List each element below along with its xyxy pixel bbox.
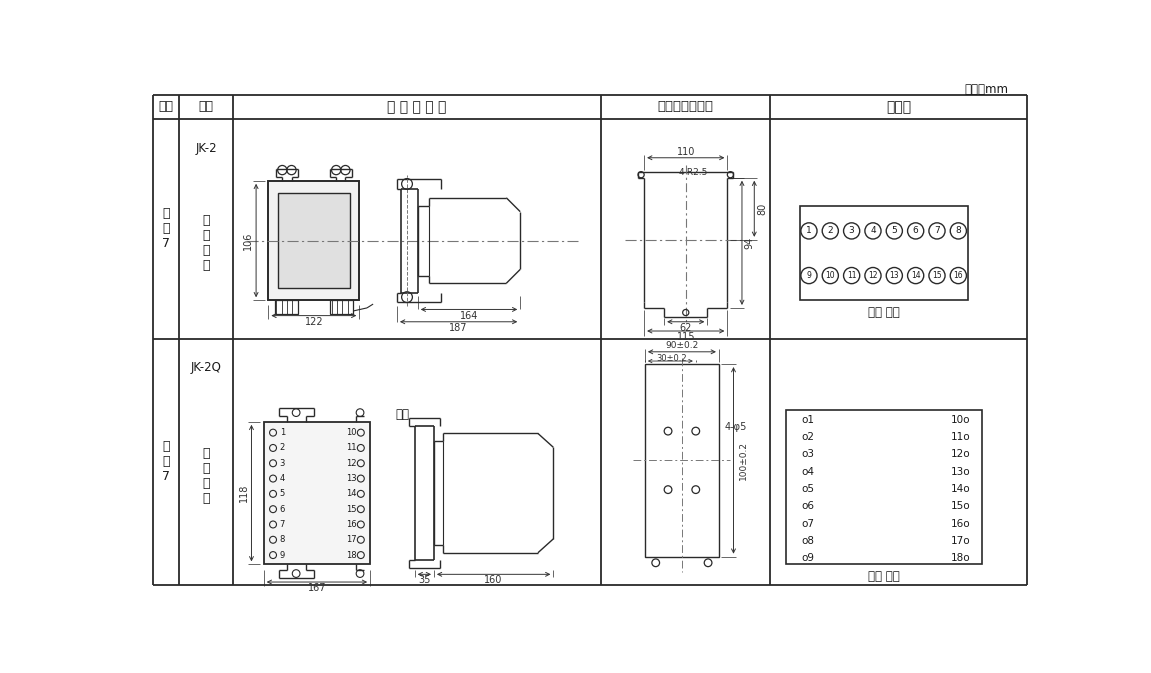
Text: 11: 11 <box>847 271 856 280</box>
Text: o4: o4 <box>801 466 814 476</box>
Text: 90±0.2: 90±0.2 <box>665 341 699 350</box>
Text: 7: 7 <box>280 520 285 529</box>
Text: 12: 12 <box>346 459 357 468</box>
Text: o3: o3 <box>801 449 814 459</box>
Text: o5: o5 <box>801 484 814 494</box>
Text: 11: 11 <box>346 444 357 452</box>
Text: 单位：mm: 单位：mm <box>965 83 1008 96</box>
Text: 80: 80 <box>757 203 767 215</box>
Text: 5: 5 <box>280 489 285 499</box>
Text: 5: 5 <box>891 226 897 236</box>
Bar <box>645 364 719 557</box>
Text: 板
后
接
线: 板 后 接 线 <box>203 214 209 272</box>
Text: 端子图: 端子图 <box>886 100 912 114</box>
Bar <box>277 193 350 288</box>
Text: JK-2Q: JK-2Q <box>191 361 221 374</box>
Text: 安装开孔尺尺图: 安装开孔尺尺图 <box>657 100 714 114</box>
Text: 8: 8 <box>955 226 961 236</box>
Text: （背 视）: （背 视） <box>868 306 900 319</box>
Bar <box>275 300 298 314</box>
Text: 10: 10 <box>825 271 836 280</box>
Text: 2: 2 <box>280 444 285 452</box>
Bar <box>800 206 968 300</box>
Text: 12o: 12o <box>951 449 970 459</box>
Text: 11o: 11o <box>951 432 970 442</box>
Text: 16: 16 <box>953 271 963 280</box>
Text: 8: 8 <box>280 535 285 544</box>
Text: 4: 4 <box>280 474 285 483</box>
Text: 图号: 图号 <box>159 100 174 114</box>
Text: 14: 14 <box>910 271 921 280</box>
Text: 110: 110 <box>677 147 695 157</box>
Bar <box>268 181 359 300</box>
Text: 结构: 结构 <box>198 100 214 114</box>
Text: 13: 13 <box>890 271 899 280</box>
Text: JK-2: JK-2 <box>196 142 216 155</box>
Text: 1: 1 <box>280 428 285 437</box>
Text: 底座: 底座 <box>396 408 410 421</box>
Text: 122: 122 <box>305 317 323 327</box>
Text: 14o: 14o <box>951 484 970 494</box>
Text: 17o: 17o <box>951 536 970 546</box>
Text: o9: o9 <box>801 553 814 563</box>
Text: 14: 14 <box>346 489 357 499</box>
Text: 94: 94 <box>745 237 755 249</box>
Text: 16o: 16o <box>951 518 970 528</box>
Text: 7: 7 <box>935 226 940 236</box>
Text: 3: 3 <box>848 226 854 236</box>
Text: 9: 9 <box>807 271 811 280</box>
Text: 118: 118 <box>238 484 249 502</box>
Text: 62: 62 <box>679 323 692 333</box>
Text: 6: 6 <box>913 226 918 236</box>
Text: 10o: 10o <box>951 415 970 425</box>
Text: 4-φ5: 4-φ5 <box>725 422 747 432</box>
Text: 167: 167 <box>307 583 326 593</box>
Text: 30±0.2: 30±0.2 <box>656 354 687 363</box>
Text: 16: 16 <box>346 520 357 529</box>
Text: 4: 4 <box>870 226 876 236</box>
Text: 160: 160 <box>485 575 503 586</box>
Text: 187: 187 <box>449 323 467 333</box>
Text: 附
图
7: 附 图 7 <box>162 207 170 250</box>
Text: 15: 15 <box>932 271 942 280</box>
Text: 15: 15 <box>346 505 357 513</box>
Text: o8: o8 <box>801 536 814 546</box>
Text: 18: 18 <box>346 551 357 559</box>
Text: o2: o2 <box>801 432 814 442</box>
Text: 板
前
接
线: 板 前 接 线 <box>203 447 209 505</box>
Text: o6: o6 <box>801 501 814 511</box>
Text: （正 视）: （正 视） <box>868 570 900 583</box>
Text: o7: o7 <box>801 518 814 528</box>
Text: 13o: 13o <box>951 466 970 476</box>
Text: 9: 9 <box>280 551 285 559</box>
Text: 附
图
7: 附 图 7 <box>162 440 170 483</box>
Text: 106: 106 <box>243 232 253 250</box>
Text: 6: 6 <box>280 505 285 513</box>
Text: 17: 17 <box>346 535 357 544</box>
Text: 10: 10 <box>346 428 357 437</box>
Text: 外 形 尺 尺 图: 外 形 尺 尺 图 <box>388 100 447 114</box>
Bar <box>264 422 371 565</box>
Text: 13: 13 <box>346 474 357 483</box>
Text: 164: 164 <box>459 311 478 320</box>
Text: o1: o1 <box>801 415 814 425</box>
Text: 2: 2 <box>828 226 833 236</box>
Text: 35: 35 <box>418 575 430 586</box>
Bar <box>786 411 982 565</box>
Text: 15o: 15o <box>951 501 970 511</box>
Bar <box>330 300 353 314</box>
Text: 12: 12 <box>868 271 878 280</box>
Text: 100±0.2: 100±0.2 <box>739 441 748 480</box>
Text: 115: 115 <box>677 332 695 342</box>
Text: 4-R2.5: 4-R2.5 <box>679 168 708 177</box>
Text: 3: 3 <box>280 459 285 468</box>
Text: 1: 1 <box>806 226 811 236</box>
Text: 18o: 18o <box>951 553 970 563</box>
